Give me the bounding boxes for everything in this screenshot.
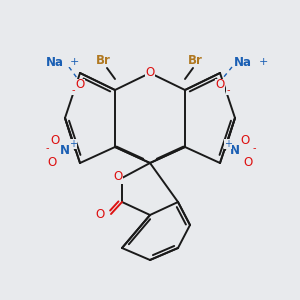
- Text: O: O: [146, 65, 154, 79]
- Text: +: +: [69, 139, 77, 149]
- Text: O: O: [75, 79, 85, 92]
- Text: O: O: [47, 155, 57, 169]
- Text: +: +: [224, 139, 232, 149]
- Text: N: N: [60, 143, 70, 157]
- Text: Br: Br: [96, 53, 110, 67]
- Text: +: +: [258, 57, 268, 67]
- Text: O: O: [240, 134, 250, 146]
- Text: O: O: [243, 155, 253, 169]
- Text: +: +: [69, 57, 79, 67]
- Text: Na: Na: [46, 56, 64, 68]
- Text: -: -: [45, 143, 49, 153]
- Text: O: O: [113, 170, 123, 184]
- Text: O: O: [50, 134, 60, 146]
- Text: -: -: [226, 85, 230, 95]
- Text: -: -: [252, 143, 256, 153]
- Text: Na: Na: [234, 56, 252, 68]
- Text: O: O: [215, 79, 225, 92]
- Text: -: -: [71, 85, 75, 95]
- Text: N: N: [230, 143, 240, 157]
- Text: Br: Br: [188, 53, 202, 67]
- Text: O: O: [95, 208, 105, 220]
